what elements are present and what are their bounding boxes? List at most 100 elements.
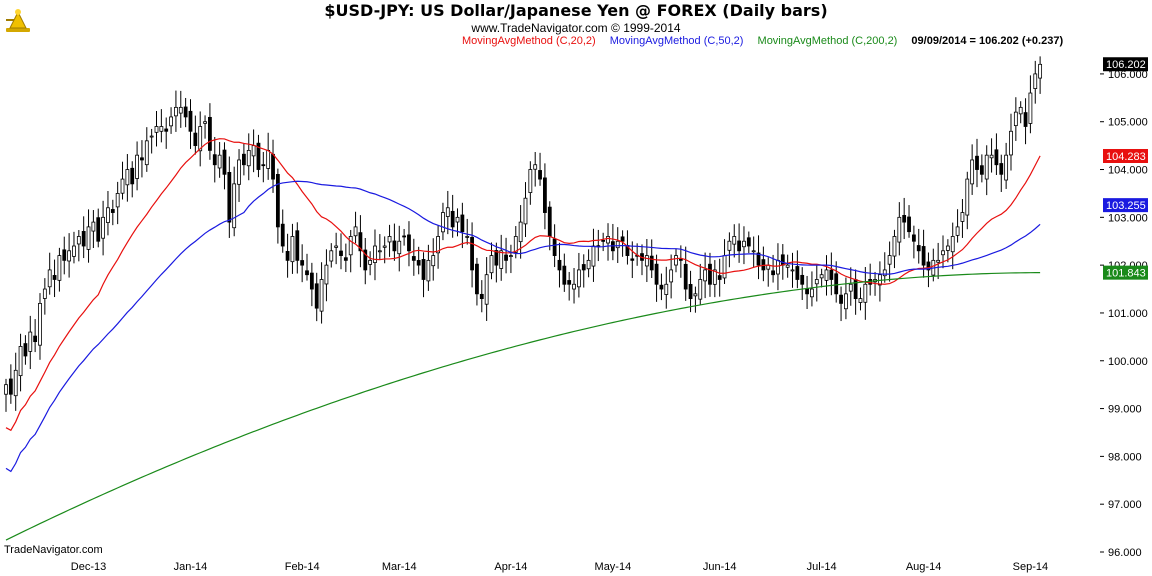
candle [363,237,368,285]
candle [586,249,591,278]
candle [533,151,538,187]
candle [290,223,295,274]
candle [771,254,775,283]
candle [911,225,916,259]
candle [795,250,800,289]
candle [703,252,708,299]
candle [494,242,499,283]
candle [945,239,950,263]
candle [518,205,523,259]
candle [756,235,761,280]
candle [834,261,839,303]
candle [581,254,586,288]
candle [174,90,178,132]
candle [979,154,984,183]
candle [751,236,756,268]
candle [106,191,110,236]
candle [824,255,829,296]
candle [479,280,484,313]
candle [246,133,251,181]
candle [319,262,324,324]
candle [13,352,18,411]
candle [309,262,314,307]
candle [343,243,348,273]
x-tick-label: Mar-14 [382,561,417,573]
candle [450,194,455,238]
candle [377,234,382,260]
candle [86,209,91,263]
legend: MovingAvgMethod (C,20,2) MovingAvgMethod… [462,35,1074,47]
candle [120,161,125,200]
candle [193,115,198,155]
ma-line-50 [5,180,1041,473]
svg-text:103.255: 103.255 [1106,200,1146,212]
candle [805,275,809,310]
candle [96,208,101,248]
candle [557,242,562,288]
candle [601,232,606,252]
candle [52,259,57,298]
candle [208,103,212,160]
candle [610,223,615,261]
candle [659,273,664,301]
candle [212,137,217,183]
legend-ma20: MovingAvgMethod (C,20,2) [462,35,596,47]
candle [761,246,766,282]
candle [232,166,237,237]
candle [271,139,275,193]
candle [300,244,305,283]
candle [436,225,440,269]
candle [907,205,911,238]
candle [28,315,33,370]
candle [897,202,902,256]
chart-title: $USD-JPY: US Dollar/Japanese Yen @ FOREX… [324,1,828,20]
candle [863,266,868,320]
candle [314,272,319,322]
candle [591,228,596,282]
candle [513,226,518,259]
candle [960,199,965,238]
candle [800,267,805,300]
candle [445,190,450,235]
candle [644,239,649,283]
candle [149,128,154,154]
candle [538,152,542,186]
candle [358,215,363,268]
candle [169,107,173,134]
candle [38,293,42,360]
candle [620,230,625,257]
candle [23,335,28,365]
candle [67,233,72,278]
moving-averages [5,138,1041,541]
candle [965,171,970,230]
candle [115,181,120,225]
candle [465,218,470,245]
candle [785,254,790,278]
candle [431,238,436,281]
candle [732,224,737,258]
candle [275,168,280,244]
legend-ma50: MovingAvgMethod (C,50,2) [609,35,744,47]
candle [1023,98,1028,145]
candle [421,252,426,298]
candle [373,229,377,281]
candle [921,229,926,278]
candle [178,90,183,128]
candle [1004,142,1009,189]
candle [766,257,771,287]
candle [130,161,135,198]
candle [81,216,86,259]
candle [547,201,552,251]
y-tick-label: 100.000 [1108,356,1148,368]
candle [683,246,688,301]
candle [936,242,941,280]
candle [110,199,115,226]
candle [324,249,329,302]
candle [339,233,343,270]
candle [572,268,576,304]
y-tick-label: 96.000 [1108,547,1142,559]
y-tick-label: 106.000 [1108,69,1148,81]
candle [368,251,373,276]
candle [441,202,445,241]
